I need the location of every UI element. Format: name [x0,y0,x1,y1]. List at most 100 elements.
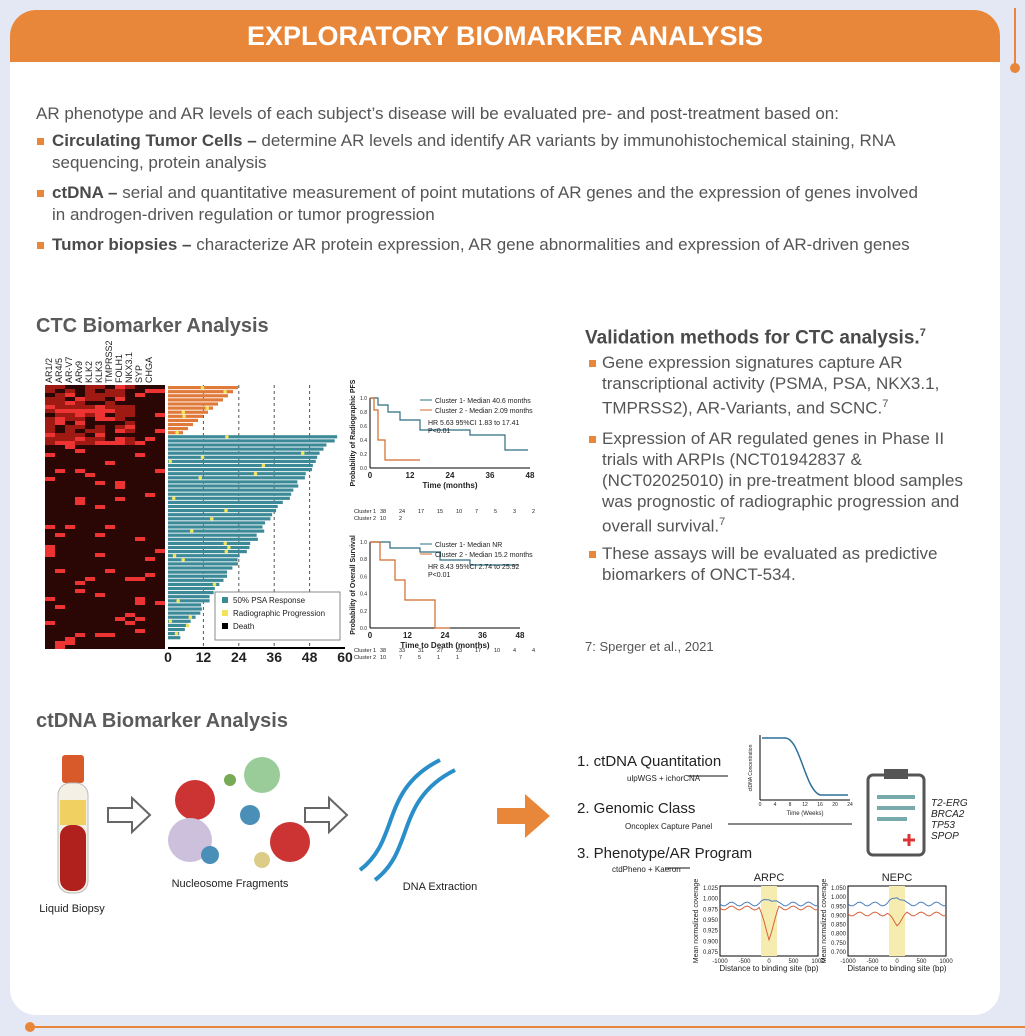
x-tick-label: 48 [516,631,525,640]
heat-cell [75,417,85,421]
marker [174,631,179,636]
km-curve [370,541,518,566]
heat-cell [105,633,115,637]
heat-cell [135,617,145,621]
heat-cell [45,633,55,637]
swim-bar [168,558,238,562]
heat-cell [65,469,75,473]
heat-cell [105,613,115,617]
x-tick-label: 0 [164,649,172,665]
heat-cell [45,509,55,513]
x-tick-label: 24 [231,649,247,665]
heat-cell [135,389,145,393]
heat-cell [95,589,105,593]
heat-cell [45,517,55,521]
heat-cell [105,581,115,585]
y-tick-label: 0.850 [831,923,847,929]
heat-cell [95,525,105,529]
heat-cell [55,493,65,497]
heat-cell [75,593,85,597]
heat-cell [65,505,75,509]
gene-label: CHGA [144,357,154,383]
gene: BRCA2 [931,809,965,820]
marker [212,582,217,587]
heat-cell [155,545,165,549]
heat-cell [85,497,95,501]
heat-cell [125,437,135,441]
heat-cell [105,425,115,429]
y-tick-label: 1.025 [703,886,719,892]
heat-cell [55,425,65,429]
heat-cell [45,513,55,517]
heat-cell [155,397,165,401]
step-title: 3. Phenotype/AR Program [577,845,752,862]
heat-cell [55,497,65,501]
heat-cell [115,449,125,453]
heat-cell [155,557,165,561]
heat-cell [55,421,65,425]
x-tick-label: 12 [196,649,212,665]
heat-cell [125,517,135,521]
heat-cell [85,553,95,557]
heat-cell [65,601,75,605]
swim-bar [168,619,191,623]
heat-cell [65,537,75,541]
heat-cell [85,437,95,441]
heat-cell [45,385,55,389]
heat-cell [115,617,125,621]
heat-cell [95,481,105,485]
heat-cell [75,589,85,593]
heat-cell [155,569,165,573]
heat-cell [45,573,55,577]
marker [172,553,177,558]
x-tick-label: 24 [441,631,450,640]
heat-cell [85,401,95,405]
swim-bar [168,496,290,500]
heat-cell [135,637,145,641]
heat-cell [85,421,95,425]
x-tick-label: 36 [266,649,282,665]
risk-value: 38 [380,648,386,654]
heat-cell [145,557,155,561]
heat-cell [75,413,85,417]
heat-cell [125,525,135,529]
heat-cell [135,453,145,457]
heat-cell [145,453,155,457]
heat-cell [145,481,155,485]
heat-cell [125,549,135,553]
heat-cell [95,421,105,425]
heat-cell [65,581,75,585]
heat-cell [55,437,65,441]
heat-cell [75,613,85,617]
heat-cell [135,485,145,489]
heat-cell [125,393,135,397]
heat-cell [55,389,65,393]
heat-cell [75,469,85,473]
heat-cell [95,581,105,585]
heat-cell [145,525,155,529]
heat-cell [65,485,75,489]
heat-cell [95,505,105,509]
heat-cell [135,405,145,409]
heat-cell [155,421,165,425]
heat-cell [125,533,135,537]
heat-cell [115,469,125,473]
heat-cell [115,445,125,449]
heat-cell [135,481,145,485]
heat-cell [115,433,125,437]
x-tick-label: 0 [368,471,373,480]
heat-cell [105,625,115,629]
heat-cell [45,457,55,461]
heat-cell [145,609,155,613]
heat-cell [125,445,135,449]
heat-cell [95,617,105,621]
heat-cell [155,629,165,633]
heat-cell [135,489,145,493]
heat-cell [55,413,65,417]
heat-cell [55,593,65,597]
heat-cell [145,489,155,493]
km-curve [370,397,420,461]
heat-cell [45,505,55,509]
illustration-label: DNA Extraction [403,881,478,893]
y-axis-label: ctDNA Concentration [748,744,754,791]
